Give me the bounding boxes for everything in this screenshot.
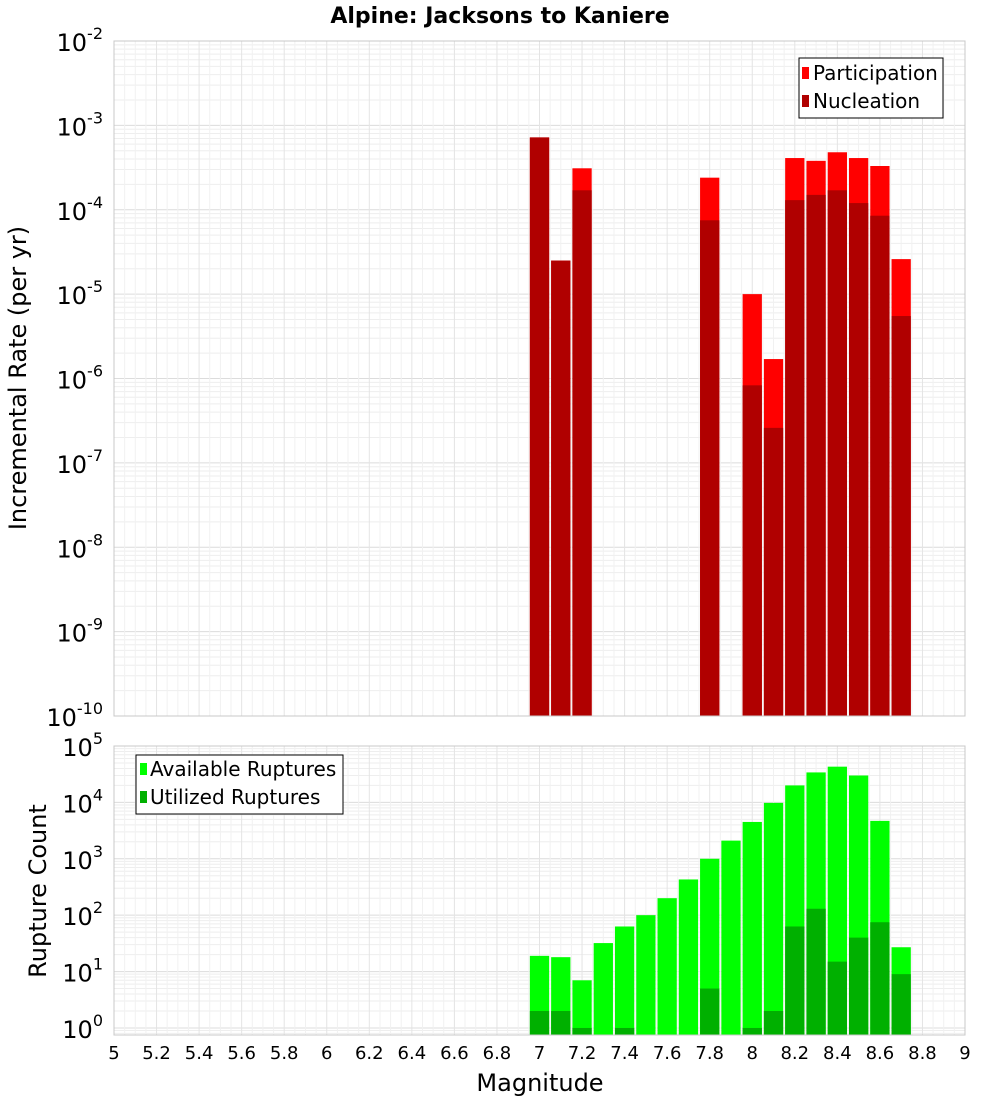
- bottom-bar-available-ruptures: [614, 926, 635, 1035]
- bottom-bar-utilized-ruptures: [763, 1010, 784, 1035]
- bottom-bar-utilized-ruptures: [827, 961, 847, 1035]
- x-tick-label: 7.4: [610, 1043, 639, 1064]
- top-panel: 10-10 10-9 10-8 10-7 10-6 10-5 10-4 10-3 10-2: [46, 24, 966, 732]
- top-bar-nucleation: [806, 194, 826, 716]
- x-tick-label: 7.2: [568, 1043, 597, 1064]
- bottom-bar-available-ruptures: [763, 802, 784, 1035]
- bottom-y-tick-label: 103: [62, 842, 103, 875]
- bottom-bar-available-ruptures: [593, 943, 613, 1035]
- top-y-tick-label: 10-8: [57, 530, 104, 563]
- top-bar-nucleation: [529, 137, 550, 716]
- bottom-bar-utilized-ruptures: [572, 1027, 592, 1035]
- bottom-bar-utilized-ruptures: [614, 1027, 635, 1035]
- top-y-axis-label: Incremental Rate (per yr): [4, 226, 32, 530]
- top-y-tick-label: 10-2: [57, 24, 104, 57]
- x-tick-label: 5.8: [270, 1043, 299, 1064]
- top-bar-nucleation: [763, 427, 784, 716]
- bottom-frame: [113, 745, 966, 1036]
- bottom-y-tick-label: 101: [62, 955, 103, 988]
- bottom-bar-available-ruptures: [742, 821, 762, 1035]
- legend-available-swatch: [140, 763, 147, 775]
- bottom-y-tick-label: 105: [62, 729, 103, 762]
- legend-utilized-label: Utilized Ruptures: [150, 785, 320, 809]
- top-y-tick-label: 10-9: [57, 615, 104, 648]
- legend-top: Participation Nucleation: [798, 57, 944, 119]
- bottom-bar-utilized-ruptures: [806, 908, 826, 1035]
- top-y-tick-label: 10-3: [57, 108, 104, 141]
- legend-participation-swatch: [802, 67, 809, 79]
- chart-title: Alpine: Jacksons to Kaniere: [330, 4, 669, 29]
- legend-available-label: Available Ruptures: [150, 757, 336, 781]
- x-tick-label: 8.6: [866, 1043, 895, 1064]
- bottom-y-tick-label: 104: [62, 785, 103, 818]
- x-axis: 5 5.2 5.4 5.6 5.8 6 6.2 6.4 6.6 6.8 7 7.2 7.4 7.6 7.8 8…: [108, 1043, 970, 1064]
- x-tick-label: 5.6: [227, 1043, 256, 1064]
- top-bar-nucleation: [742, 385, 762, 716]
- x-tick-label: 9: [959, 1043, 970, 1064]
- top-bar-nucleation: [785, 200, 805, 716]
- x-tick-label: 5.2: [142, 1043, 171, 1064]
- legend-bottom: Available Ruptures Utilized Ruptures: [135, 754, 344, 815]
- top-y-tick-label: 10-4: [57, 193, 104, 226]
- x-tick-label: 8.8: [908, 1043, 937, 1064]
- legend-nucleation-swatch: [802, 95, 809, 107]
- legend-top-box: [798, 57, 944, 119]
- top-y-tick-label: 10-5: [57, 277, 104, 310]
- bottom-bar-available-ruptures: [636, 915, 656, 1035]
- x-tick-label: 8.2: [780, 1043, 809, 1064]
- x-tick-label: 6.2: [355, 1043, 384, 1064]
- bottom-y-axis-label: Rupture Count: [24, 804, 52, 978]
- legend-nucleation-label: Nucleation: [813, 89, 920, 113]
- top-y-tick-label: 10-6: [57, 362, 104, 395]
- x-tick-label: 8: [747, 1043, 758, 1064]
- top-bar-nucleation: [891, 316, 911, 716]
- bottom-bar-utilized-ruptures: [700, 988, 720, 1035]
- x-tick-label: 6.4: [398, 1043, 427, 1064]
- bottom-bar-utilized-ruptures: [551, 1010, 571, 1035]
- x-tick-label: 6.8: [483, 1043, 512, 1064]
- bottom-y-tick-label: 102: [62, 898, 103, 931]
- x-axis-label: Magnitude: [476, 1069, 603, 1097]
- x-tick-label: 5: [108, 1043, 119, 1064]
- top-frame: [113, 40, 966, 717]
- bottom-bar-utilized-ruptures: [742, 1027, 762, 1035]
- top-bar-nucleation: [827, 190, 847, 716]
- legend-utilized-swatch: [140, 791, 147, 803]
- bottom-bar-utilized-ruptures: [870, 922, 890, 1035]
- top-bar-nucleation: [870, 215, 890, 717]
- top-bar-nucleation: [848, 203, 869, 716]
- bottom-bar-utilized-ruptures: [891, 974, 911, 1035]
- top-y-tick-label: 10-10: [46, 699, 103, 732]
- x-tick-label: 8.4: [823, 1043, 852, 1064]
- bottom-y-tick-label: 100: [62, 1011, 103, 1044]
- top-bar-nucleation: [551, 260, 571, 716]
- x-tick-label: 6.6: [440, 1043, 469, 1064]
- bottom-bar-available-ruptures: [572, 980, 592, 1035]
- legend-participation-label: Participation: [813, 61, 938, 85]
- legend-bottom-box: [135, 754, 344, 815]
- x-tick-label: 7: [534, 1043, 545, 1064]
- top-y-tick-label: 10-7: [57, 446, 104, 479]
- x-tick-label: 7.6: [653, 1043, 682, 1064]
- bottom-bar-available-ruptures: [678, 879, 699, 1035]
- x-tick-label: 5.4: [185, 1043, 214, 1064]
- top-bar-nucleation: [572, 190, 592, 716]
- bottom-bar-utilized-ruptures: [785, 926, 805, 1035]
- bottom-bar-available-ruptures: [657, 898, 677, 1035]
- x-tick-label: 7.8: [695, 1043, 724, 1064]
- top-bar-nucleation: [700, 220, 720, 717]
- x-tick-label: 6: [321, 1043, 332, 1064]
- bottom-bar-available-ruptures: [721, 840, 741, 1035]
- bottom-bar-utilized-ruptures: [848, 937, 869, 1035]
- bottom-bar-utilized-ruptures: [529, 1010, 550, 1035]
